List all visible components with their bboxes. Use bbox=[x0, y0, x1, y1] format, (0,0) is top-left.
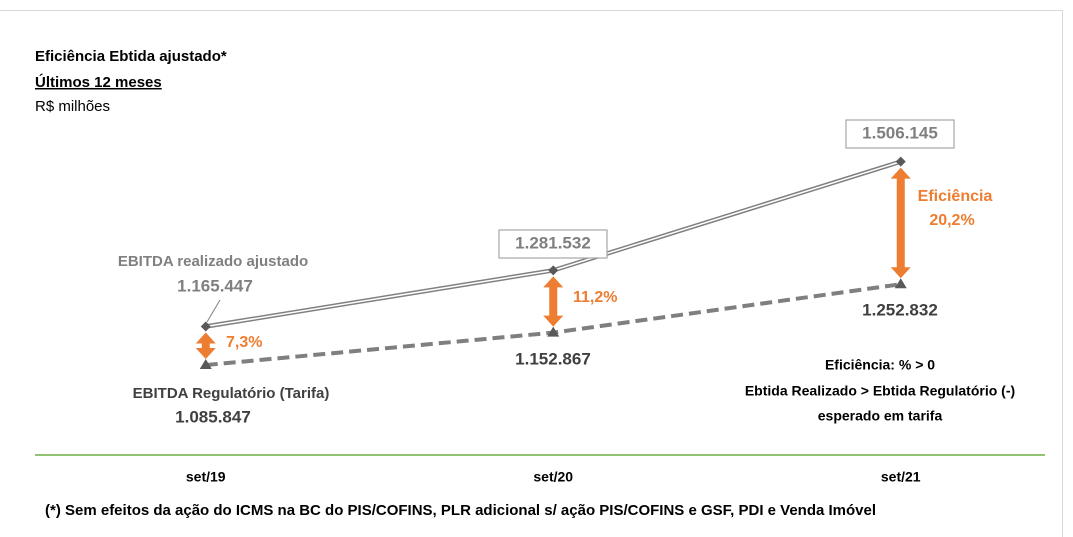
note-line: esperado em tarifa bbox=[818, 408, 943, 424]
point-marker bbox=[895, 156, 906, 167]
label-box bbox=[498, 229, 608, 259]
point-marker bbox=[548, 265, 559, 276]
gap-label: 11,2% bbox=[573, 289, 617, 306]
gap-arrow bbox=[890, 167, 911, 279]
frame bbox=[0, 10, 1063, 537]
footnote: (*) Sem efeitos da ação do ICMS na BC do… bbox=[45, 502, 876, 519]
point-marker bbox=[547, 326, 560, 337]
x-tick-label: set/19 bbox=[186, 469, 226, 485]
unit-label: R$ milhões bbox=[35, 98, 110, 115]
data-label: 1.252.832 bbox=[862, 300, 938, 319]
leader-line bbox=[206, 299, 221, 323]
data-label: 1.085.847 bbox=[175, 407, 251, 426]
data-label: 1.506.145 bbox=[862, 123, 938, 142]
chart-title: Eficiência Ebtida ajustado* bbox=[35, 48, 227, 65]
series-name: EBITDA realizado ajustado bbox=[118, 253, 308, 270]
point-marker bbox=[894, 278, 907, 289]
series-name: EBITDA Regulatório (Tarifa) bbox=[133, 385, 330, 402]
data-label: 1.152.867 bbox=[515, 349, 591, 368]
data-label: 1.165.447 bbox=[177, 276, 253, 295]
note-line: Ebtida Realizado > Ebtida Regulatório (-… bbox=[745, 383, 1015, 399]
chart-subtitle: Últimos 12 meses bbox=[35, 73, 162, 91]
note-line: Eficiência: % > 0 bbox=[825, 357, 935, 373]
gap-title: Eficiência bbox=[918, 188, 993, 205]
gap-arrow bbox=[543, 276, 564, 327]
gap-label: 20,2% bbox=[929, 212, 974, 229]
data-label: 1.281.532 bbox=[515, 233, 591, 252]
point-marker bbox=[200, 321, 211, 332]
gap-label: 7,3% bbox=[226, 334, 262, 351]
gap-arrow bbox=[195, 332, 216, 360]
point-marker bbox=[199, 359, 212, 370]
x-tick-label: set/21 bbox=[881, 469, 921, 485]
x-tick-label: set/20 bbox=[533, 469, 573, 485]
label-box bbox=[845, 119, 955, 149]
